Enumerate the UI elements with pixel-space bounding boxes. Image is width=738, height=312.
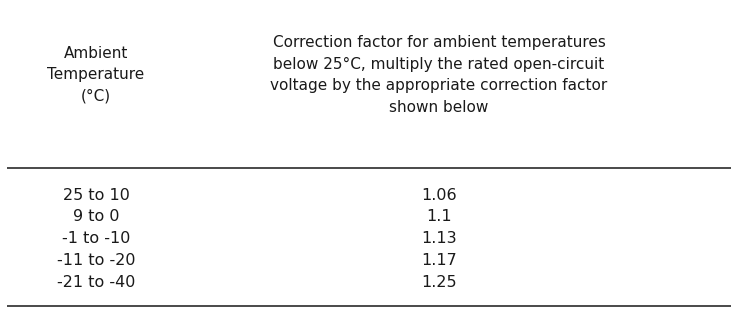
Text: -21 to -40: -21 to -40	[57, 275, 135, 290]
Text: -11 to -20: -11 to -20	[57, 253, 135, 268]
Text: Ambient
Temperature
(°C): Ambient Temperature (°C)	[47, 46, 145, 104]
Text: 25 to 10: 25 to 10	[63, 188, 129, 202]
Text: 1.17: 1.17	[421, 253, 457, 268]
Text: 9 to 0: 9 to 0	[72, 209, 120, 224]
Text: Correction factor for ambient temperatures
below 25°C, multiply the rated open-c: Correction factor for ambient temperatur…	[271, 35, 607, 115]
Text: 1.06: 1.06	[421, 188, 457, 202]
Text: 1.25: 1.25	[421, 275, 457, 290]
Text: -1 to -10: -1 to -10	[62, 231, 130, 246]
Text: 1.1: 1.1	[427, 209, 452, 224]
Text: 1.13: 1.13	[421, 231, 457, 246]
